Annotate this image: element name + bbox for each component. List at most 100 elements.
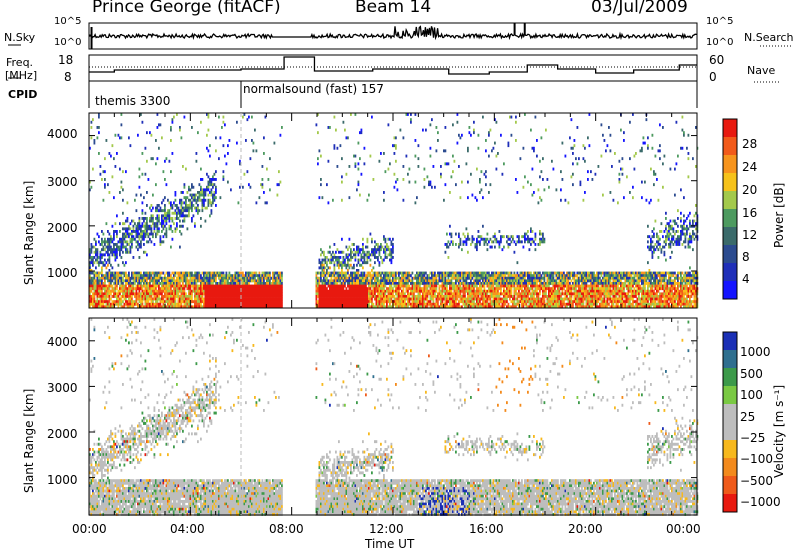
heatmap-cell xyxy=(203,188,205,192)
heatmap-cell xyxy=(335,271,337,275)
heatmap-cell xyxy=(347,258,349,262)
heatmap-cell xyxy=(117,274,120,278)
heatmap-cell xyxy=(131,232,133,236)
heatmap-cell xyxy=(177,276,180,280)
heatmap-cell xyxy=(519,276,522,280)
heatmap-cell xyxy=(162,214,165,218)
heatmap-cell xyxy=(113,157,115,161)
heatmap-cell xyxy=(182,211,184,215)
heatmap-cell xyxy=(138,292,141,296)
heatmap-cell xyxy=(171,289,174,293)
heatmap-cell xyxy=(122,211,124,215)
heatmap-cell xyxy=(320,284,322,288)
heatmap-cell xyxy=(134,292,136,296)
heatmap-cell xyxy=(269,297,271,301)
heatmap-cell xyxy=(525,287,528,291)
heatmap-cell xyxy=(375,250,378,254)
heatmap-cell xyxy=(167,292,169,296)
heatmap-cell xyxy=(432,289,435,293)
heatmap-cell xyxy=(489,302,492,306)
heatmap-cell xyxy=(464,274,466,278)
heatmap-cell xyxy=(419,302,421,306)
heatmap-cell xyxy=(513,274,516,278)
heatmap-cell xyxy=(434,274,436,278)
heatmap-cell xyxy=(386,300,388,304)
heatmap-cell xyxy=(128,274,130,278)
heatmap-cell xyxy=(239,159,241,163)
heatmap-cell xyxy=(465,284,468,288)
heatmap-cell xyxy=(122,289,124,293)
heatmap-cell xyxy=(252,279,255,283)
heatmap-cell xyxy=(422,300,424,304)
heatmap-cell xyxy=(414,274,417,278)
heatmap-cell xyxy=(140,235,142,239)
heatmap-cell xyxy=(171,284,174,288)
heatmap-cell xyxy=(107,230,109,233)
heatmap-cell xyxy=(384,271,387,275)
station-title: Prince George (fitACF) xyxy=(92,0,281,17)
heatmap-cell xyxy=(389,279,391,283)
heatmap-cell xyxy=(380,297,382,301)
heatmap-cell xyxy=(225,297,228,301)
heatmap-cell xyxy=(521,302,523,306)
heatmap-cell xyxy=(252,295,255,298)
heatmap-cell xyxy=(494,302,496,306)
heatmap-cell xyxy=(450,297,453,301)
heatmap-cell xyxy=(419,271,421,275)
heatmap-cell xyxy=(131,287,133,291)
heatmap-cell xyxy=(104,274,106,278)
heatmap-cell xyxy=(236,274,238,278)
heatmap-cell xyxy=(513,305,516,309)
heatmap-cell xyxy=(429,146,432,150)
heatmap-cell xyxy=(105,245,108,249)
heatmap-cell xyxy=(93,279,96,283)
heatmap-cell xyxy=(353,287,355,291)
heatmap-cell xyxy=(524,300,526,304)
heatmap-cell xyxy=(242,289,244,293)
heatmap-cell xyxy=(485,292,487,296)
heatmap-cell xyxy=(527,240,529,244)
heatmap-cell xyxy=(320,289,322,293)
heatmap-cell xyxy=(336,300,339,304)
heatmap-cell xyxy=(95,243,97,246)
heatmap-cell xyxy=(479,235,481,239)
heatmap-cell xyxy=(467,232,469,236)
heatmap-cell xyxy=(359,248,361,252)
heatmap-cell xyxy=(104,240,106,244)
heatmap-cell xyxy=(333,302,336,306)
heatmap-cell xyxy=(189,204,192,207)
heatmap-cell xyxy=(498,284,501,288)
heatmap-cell xyxy=(525,305,528,309)
heatmap-cell xyxy=(363,261,366,265)
heatmap-cell xyxy=(326,183,328,187)
heatmap-cell xyxy=(123,237,126,241)
heatmap-cell xyxy=(170,170,172,174)
heatmap-cell xyxy=(174,217,177,220)
heatmap-cell xyxy=(335,279,337,283)
heatmap-cell xyxy=(101,276,103,280)
heatmap-cell xyxy=(329,250,331,254)
heatmap-cell xyxy=(98,279,100,283)
heatmap-cell xyxy=(120,185,123,189)
heatmap-cell xyxy=(138,274,141,278)
heatmap-cell xyxy=(137,297,139,301)
heatmap-cell xyxy=(315,305,318,309)
heatmap-cell xyxy=(204,297,207,301)
heatmap-cell xyxy=(474,276,477,280)
heatmap-cell xyxy=(522,282,525,285)
heatmap-cell xyxy=(104,170,106,174)
heatmap-cell xyxy=(381,279,384,283)
heatmap-cell xyxy=(197,302,199,306)
heatmap-cell xyxy=(518,274,520,278)
heatmap-cell xyxy=(170,279,172,283)
heatmap-cell xyxy=(135,279,138,283)
heatmap-cell xyxy=(525,279,528,283)
heatmap-cell xyxy=(473,297,475,301)
heatmap-cell xyxy=(149,274,151,278)
heatmap-cell xyxy=(174,297,177,301)
heatmap-cell xyxy=(179,209,181,213)
heatmap-cell xyxy=(275,271,277,275)
heatmap-cell xyxy=(257,279,259,283)
heatmap-cell xyxy=(501,172,504,176)
heatmap-cell xyxy=(446,292,448,296)
